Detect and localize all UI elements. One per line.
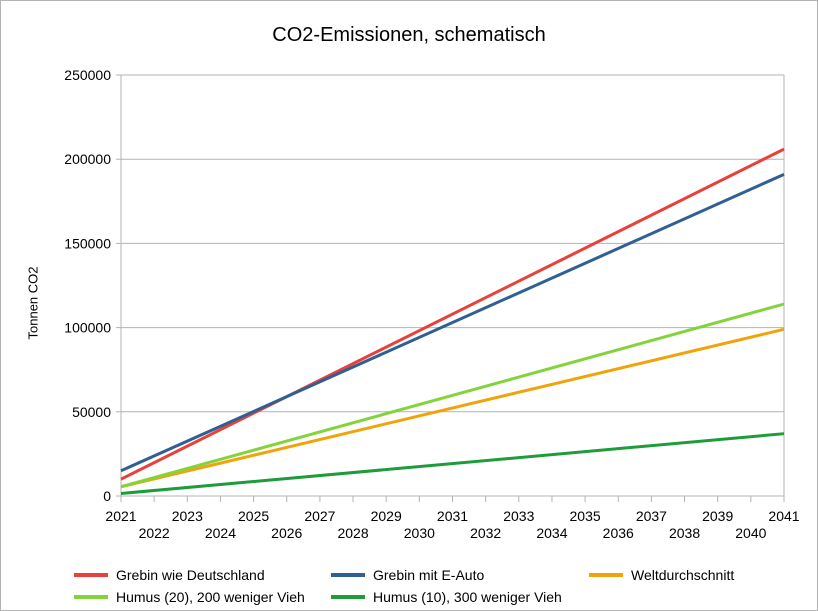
x-tick-label: 2029	[371, 508, 402, 524]
x-tick-label: 2030	[404, 525, 435, 541]
series-line	[120, 147, 785, 481]
y-tick-label: 0	[103, 488, 111, 504]
x-tick-label: 2025	[238, 508, 269, 524]
x-tick-label: 2033	[503, 508, 534, 524]
y-tick-label: 150000	[64, 235, 111, 251]
series-line	[120, 302, 785, 489]
series-line	[120, 327, 785, 489]
series-line	[120, 172, 785, 473]
x-tick-label: 2037	[636, 508, 667, 524]
chart-title: CO2-Emissionen, schematisch	[272, 24, 546, 46]
x-tick-label: 2024	[205, 525, 236, 541]
x-tick-label: 2031	[437, 508, 468, 524]
y-tick-label: 250000	[64, 67, 111, 83]
y-tick-label: 200000	[64, 151, 111, 167]
x-tick-label: 2034	[536, 525, 567, 541]
x-tick-label: 2038	[669, 525, 700, 541]
y-tick-label: 100000	[64, 320, 111, 336]
x-tick-label: 2026	[271, 525, 302, 541]
y-tick-label: 50000	[72, 404, 111, 420]
x-tick-label: 2021	[105, 508, 136, 524]
x-tick-label: 2032	[470, 525, 501, 541]
x-tick-label: 2027	[304, 508, 335, 524]
x-tick-label: 2035	[570, 508, 601, 524]
series-line	[120, 432, 785, 495]
x-tick-label: 2022	[139, 525, 170, 541]
x-tick-label: 2036	[603, 525, 634, 541]
x-tick-label: 2028	[337, 525, 368, 541]
x-tick-label: 2039	[702, 508, 733, 524]
x-tick-label: 2023	[172, 508, 203, 524]
x-tick-label: 2040	[735, 525, 766, 541]
x-tick-label: 2041	[768, 508, 799, 524]
